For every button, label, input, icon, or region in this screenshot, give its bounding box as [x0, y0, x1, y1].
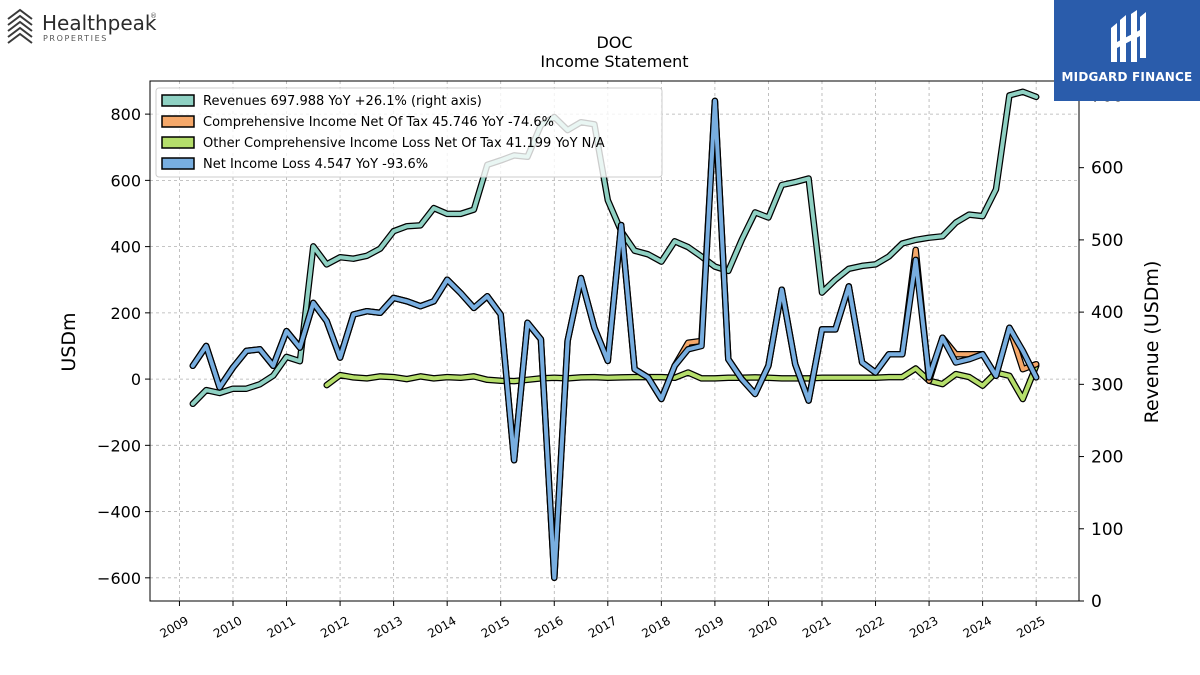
- y2-tick-label: 200: [1091, 448, 1123, 468]
- x-tick-label: 2014: [425, 613, 458, 640]
- legend: Revenues 697.988 YoY +26.1% (right axis)…: [155, 87, 663, 178]
- y-axis-label: USDm: [58, 312, 80, 371]
- y-tick-label: 200: [110, 304, 141, 323]
- series-lines: [189, 88, 1040, 582]
- y2-tick-label: 600: [1091, 159, 1123, 179]
- y2-tick-label: 500: [1091, 231, 1123, 251]
- legend-swatch-comprehensive-income-net-of-tax: [161, 115, 195, 128]
- series-net-income-loss: [189, 97, 1040, 582]
- x-tick-label: 2016: [532, 613, 565, 640]
- y-tick-label: 800: [110, 105, 141, 124]
- y-tick-label: 600: [110, 171, 141, 190]
- series-revenues: [189, 88, 1040, 408]
- x-tick-label: 2015: [479, 613, 512, 640]
- y2-tick-label: 0: [1091, 592, 1102, 612]
- y-tick-label: −600: [97, 569, 141, 588]
- x-tick-label: 2022: [854, 613, 887, 640]
- plot-frame: [149, 80, 1080, 602]
- healthpeak-name: Healthpeak: [42, 11, 157, 35]
- x-tick-label: 2024: [961, 613, 994, 640]
- midgard-mark-icon: [1111, 10, 1146, 62]
- y2-axis-label: Revenue (USDm): [1141, 261, 1163, 424]
- healthpeak-logo: Healthpeak ® PROPERTIES: [4, 6, 164, 46]
- y-tick-label: 0: [131, 370, 141, 389]
- x-tick-label: 2021: [800, 613, 833, 640]
- series-line: [324, 363, 1039, 401]
- healthpeak-trademark: ®: [150, 12, 157, 20]
- series-other-comprehensive-income-loss-net-of-tax: [323, 362, 1040, 403]
- series-line: [190, 98, 1039, 580]
- y2-tick-label: 400: [1091, 303, 1123, 323]
- x-tick-label: 2009: [157, 613, 190, 640]
- x-tick-label: 2011: [265, 613, 298, 640]
- x-tick-label: 2019: [693, 613, 726, 640]
- y2-tick-label: 100: [1091, 520, 1123, 540]
- y2-tick-label: 300: [1091, 375, 1123, 395]
- x-tick-label: 2010: [211, 613, 244, 640]
- chart-subtitle: Income Statement: [540, 52, 688, 71]
- y-tick-label: −200: [97, 436, 141, 455]
- legend-label-net-income-loss: Net Income Loss 4.547 YoY -93.6%: [203, 157, 428, 172]
- legend-label-comprehensive-income-net-of-tax: Comprehensive Income Net Of Tax 45.746 Y…: [203, 115, 554, 130]
- healthpeak-subtitle: PROPERTIES: [43, 34, 108, 43]
- x-tick-label: 2013: [372, 613, 405, 640]
- x-tick-label: 2018: [639, 613, 672, 640]
- x-tick-label: 2012: [318, 613, 351, 640]
- y-tick-label: 400: [110, 238, 141, 257]
- legend-swatch-revenues: [161, 94, 195, 107]
- series-line: [190, 89, 1039, 406]
- x-tick-label: 2020: [746, 613, 779, 640]
- legend-label-revenues: Revenues 697.988 YoY +26.1% (right axis): [203, 94, 482, 109]
- y-tick-label: −400: [97, 503, 141, 522]
- legend-swatch-net-income-loss: [161, 157, 195, 170]
- x-tick-label: 2025: [1014, 613, 1047, 640]
- legend-swatch-other-comprehensive-income-loss-net-of-tax: [161, 136, 195, 149]
- legend-box: [155, 87, 663, 178]
- legend-label-other-comprehensive-income-loss-net-of-tax: Other Comprehensive Income Loss Net Of T…: [203, 136, 605, 151]
- midgard-finance-name: MIDGARD FINANCE: [1061, 70, 1193, 84]
- x-tick-label: 2023: [907, 613, 940, 640]
- x-tick-label: 2017: [586, 613, 619, 640]
- midgard-finance-logo: MIDGARD FINANCE: [1054, 0, 1200, 101]
- healthpeak-mark-icon: [7, 8, 33, 44]
- chart-title: DOC: [596, 33, 632, 52]
